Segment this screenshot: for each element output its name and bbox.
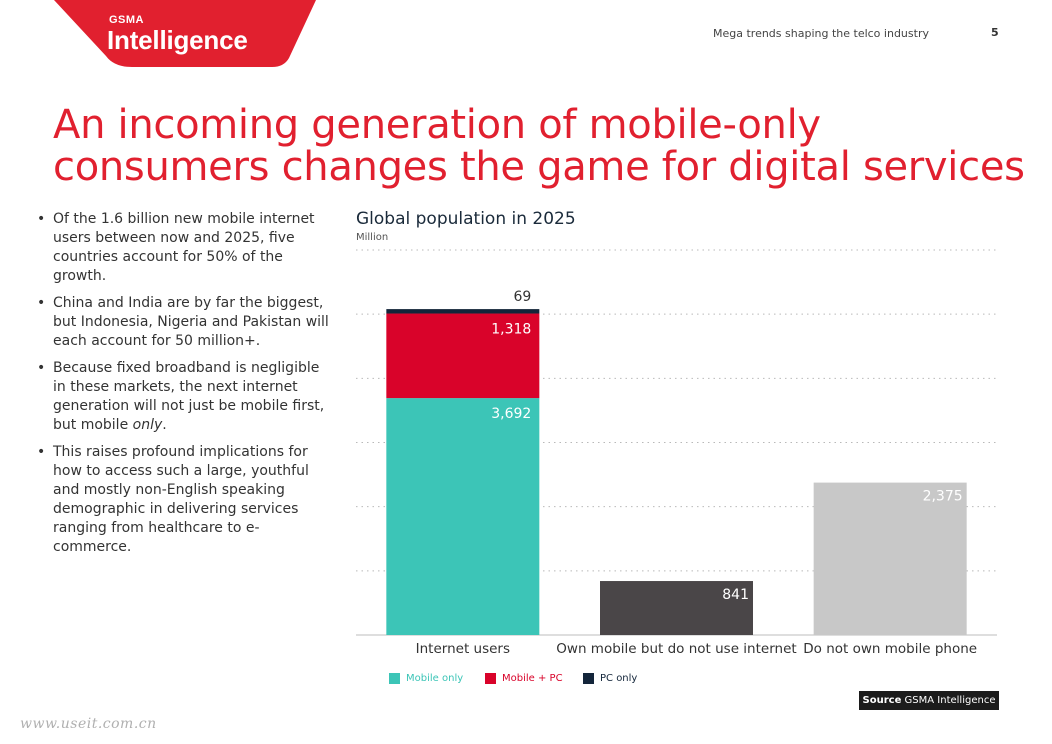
source-text: GSMA Intelligence (904, 695, 996, 706)
legend-swatch (389, 673, 400, 684)
chart-title: Global population in 2025 (356, 209, 576, 229)
page-number: 5 (991, 26, 999, 39)
bar (600, 581, 753, 635)
section-header: Mega trends shaping the telco industry (713, 27, 929, 40)
bar-segment (386, 313, 540, 399)
brand-intelligence: Intelligence (107, 25, 248, 55)
brand-gsma: GSMA (109, 14, 144, 26)
legend-item-pc-only: PC only (583, 673, 637, 684)
data-label: 841 (722, 587, 749, 603)
bullet-list: Of the 1.6 billion new mobile internet u… (36, 210, 336, 565)
brand-tab-shape (54, 0, 316, 67)
legend-swatch (485, 673, 496, 684)
source-badge: Source GSMA Intelligence (859, 691, 999, 710)
watermark: www.useit.com.cn (20, 716, 157, 732)
category-label: Do not own mobile phone (803, 641, 977, 657)
bar-chart: 3,692 1,318 69 841 2,375 Internet users Own mo… (356, 249, 997, 657)
page-title: An incoming generation of mobile-only co… (53, 102, 1025, 190)
legend-swatch (583, 673, 594, 684)
bar-segment (386, 398, 540, 635)
category-label: Own mobile but do not use internet (556, 641, 796, 657)
legend-label: Mobile + PC (502, 673, 563, 684)
bullet-text: Because fixed broadband is negligible in… (53, 360, 325, 433)
legend-item-mobile-only: Mobile only (389, 673, 463, 684)
bullet-item: Of the 1.6 billion new mobile internet u… (36, 210, 336, 286)
bullet-item: Because fixed broadband is negligible in… (36, 359, 336, 435)
bar (813, 482, 967, 635)
category-label: Internet users (416, 641, 510, 657)
data-label: 2,375 (923, 489, 963, 505)
bar-segment (386, 309, 540, 314)
data-label: 1,318 (491, 322, 531, 338)
legend-label: Mobile only (406, 673, 464, 684)
data-label: 69 (514, 289, 532, 305)
source-label: Source (862, 695, 902, 706)
data-label: 3,692 (491, 406, 531, 422)
bullet-item: China and India are by far the biggest, … (36, 294, 336, 351)
legend-item-mobile-pc: Mobile + PC (485, 673, 563, 684)
bullet-item: This raises profound implications for ho… (36, 443, 336, 557)
chart-subtitle: Million (356, 232, 389, 243)
legend-label: PC only (600, 673, 638, 684)
